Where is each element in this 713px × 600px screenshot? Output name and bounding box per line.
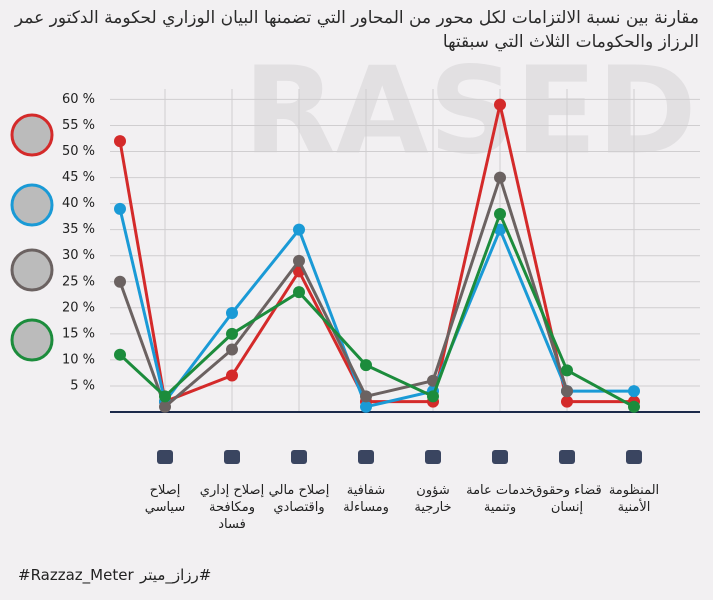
- point: [226, 307, 238, 320]
- point: [114, 135, 126, 148]
- point: [628, 385, 640, 398]
- y-tick-label: 20 %: [62, 300, 95, 315]
- x-tick-label: شؤون خارجية: [414, 483, 452, 515]
- y-tick-label: 60 %: [62, 92, 95, 107]
- y-tick-label: 15 %: [62, 326, 95, 341]
- watermark: RASED: [243, 43, 696, 182]
- hashtag: #Razzaz_Meter: [18, 566, 134, 584]
- point: [159, 390, 171, 403]
- y-tick-label: 5 %: [70, 378, 95, 393]
- portrait: [10, 318, 54, 362]
- portrait: [10, 113, 54, 157]
- point: [114, 348, 126, 361]
- x-tick-label: إصلاح سياسي: [144, 483, 186, 515]
- point: [293, 223, 305, 236]
- point: [494, 171, 506, 184]
- x-tick-label: قضاء وحقوق إنسان: [532, 483, 602, 515]
- y-tick-label: 50 %: [62, 144, 95, 159]
- point: [293, 254, 305, 267]
- point: [226, 369, 238, 382]
- point: [159, 400, 171, 413]
- x-tick-label: إصلاح مالي واقتصادي: [268, 483, 330, 515]
- category-icon: [425, 450, 441, 464]
- point: [360, 390, 372, 403]
- category-icon: [291, 450, 307, 464]
- y-tick-label: 30 %: [62, 248, 95, 263]
- category-icon: [358, 450, 374, 464]
- category-icon: [224, 450, 240, 464]
- point: [114, 202, 126, 215]
- category-icon: [559, 450, 575, 464]
- point: [360, 359, 372, 372]
- x-tick-label: خدمات عامة وتنمية: [466, 483, 534, 515]
- portrait: [10, 248, 54, 292]
- point: [293, 286, 305, 299]
- point: [226, 327, 238, 340]
- y-tick-label: 40 %: [62, 196, 95, 211]
- point: [494, 208, 506, 221]
- hashtag: #رزاز_ميتر: [140, 566, 212, 584]
- category-icon: [157, 450, 173, 464]
- y-tick-label: 45 %: [62, 170, 95, 185]
- portrait: [10, 183, 54, 227]
- title: مقارنة بين نسبة الالتزامات لكل محور من ا…: [14, 8, 699, 52]
- y-tick-label: 10 %: [62, 352, 95, 367]
- point: [427, 374, 439, 387]
- point: [628, 400, 640, 413]
- point: [494, 98, 506, 111]
- point: [114, 275, 126, 288]
- point: [360, 400, 372, 413]
- x-tick-label: شفافية ومساءلة: [343, 483, 389, 515]
- point: [561, 385, 573, 398]
- point: [561, 395, 573, 408]
- y-tick-label: 55 %: [62, 118, 95, 133]
- category-icon: [626, 450, 642, 464]
- x-tick-label: إصلاح إداري ومكافحة فساد: [199, 483, 265, 532]
- point: [427, 390, 439, 403]
- y-tick-label: 35 %: [62, 222, 95, 237]
- category-icon: [492, 450, 508, 464]
- point: [561, 364, 573, 377]
- point: [494, 223, 506, 236]
- point: [226, 343, 238, 356]
- y-tick-label: 25 %: [62, 274, 95, 289]
- x-tick-label: المنظومة الأمنية: [608, 483, 660, 515]
